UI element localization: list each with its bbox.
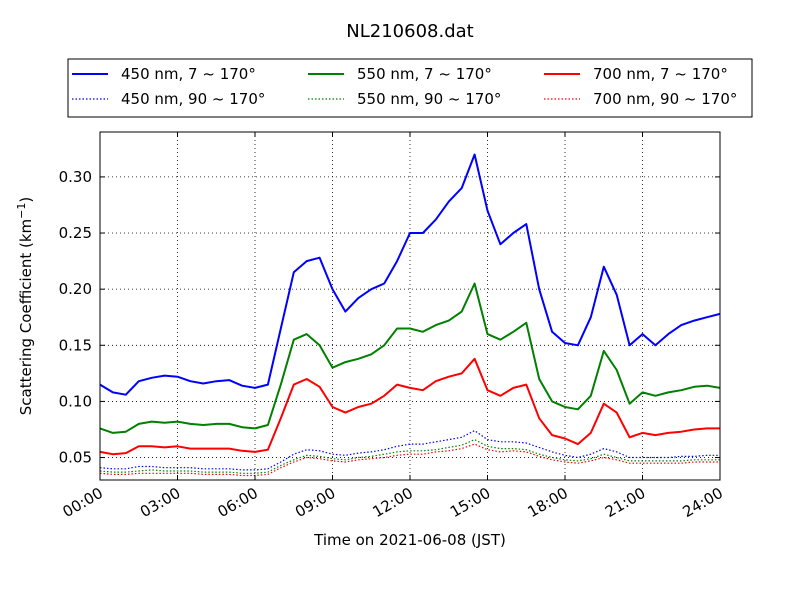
series-line-4 (99, 430, 720, 471)
series-line-3 (99, 357, 720, 456)
legend-label: 550 nm, 7 ~ 170° (357, 65, 492, 83)
y-axis-title-sup: −1 (15, 203, 28, 219)
legend-label: 550 nm, 90 ~ 170° (357, 90, 501, 108)
series-line-1 (99, 153, 721, 396)
y-tick-label: 0.30 (59, 168, 92, 186)
plot-frame (99, 131, 721, 481)
y-tick-label: 0.10 (59, 392, 92, 410)
legend-label: 450 nm, 7 ~ 170° (121, 65, 256, 83)
legend: 450 nm, 7 ~ 170° 450 nm, 90 ~ 170° 550 nm,… (67, 58, 753, 118)
x-axis-title: Time on 2021-06-08 (JST) (313, 531, 506, 549)
y-tick-label: 0.25 (59, 224, 92, 242)
legend-label: 450 nm, 90 ~ 170° (121, 90, 265, 108)
legend-frame (67, 58, 753, 118)
series-line-2 (99, 282, 721, 434)
y-tick-label: 0.20 (59, 280, 92, 298)
legend-label: 700 nm, 90 ~ 170° (593, 90, 737, 108)
series-line-6 (99, 443, 720, 477)
y-tick-label: 0.05 (59, 449, 92, 467)
legend-items: 450 nm, 7 ~ 170° 450 nm, 90 ~ 170° 550 nm,… (72, 65, 737, 108)
y-axis-title-main: Scattering Coefficient (km (17, 219, 35, 415)
y-axis-title: Scattering Coefficient (km−1) (15, 197, 35, 416)
plot-frame-background (100, 132, 720, 480)
legend-label: 700 nm, 7 ~ 170° (593, 65, 728, 83)
y-axis-title-close: ) (17, 197, 35, 203)
chart-title: NL210608.dat (346, 21, 473, 42)
series-layer (99, 153, 721, 477)
y-tick-labels: 0.05 0.10 0.15 0.20 0.25 0.30 (59, 168, 92, 467)
grid-lines (100, 132, 720, 480)
plot-area (99, 131, 721, 481)
y-tick-label: 0.15 (59, 336, 92, 354)
